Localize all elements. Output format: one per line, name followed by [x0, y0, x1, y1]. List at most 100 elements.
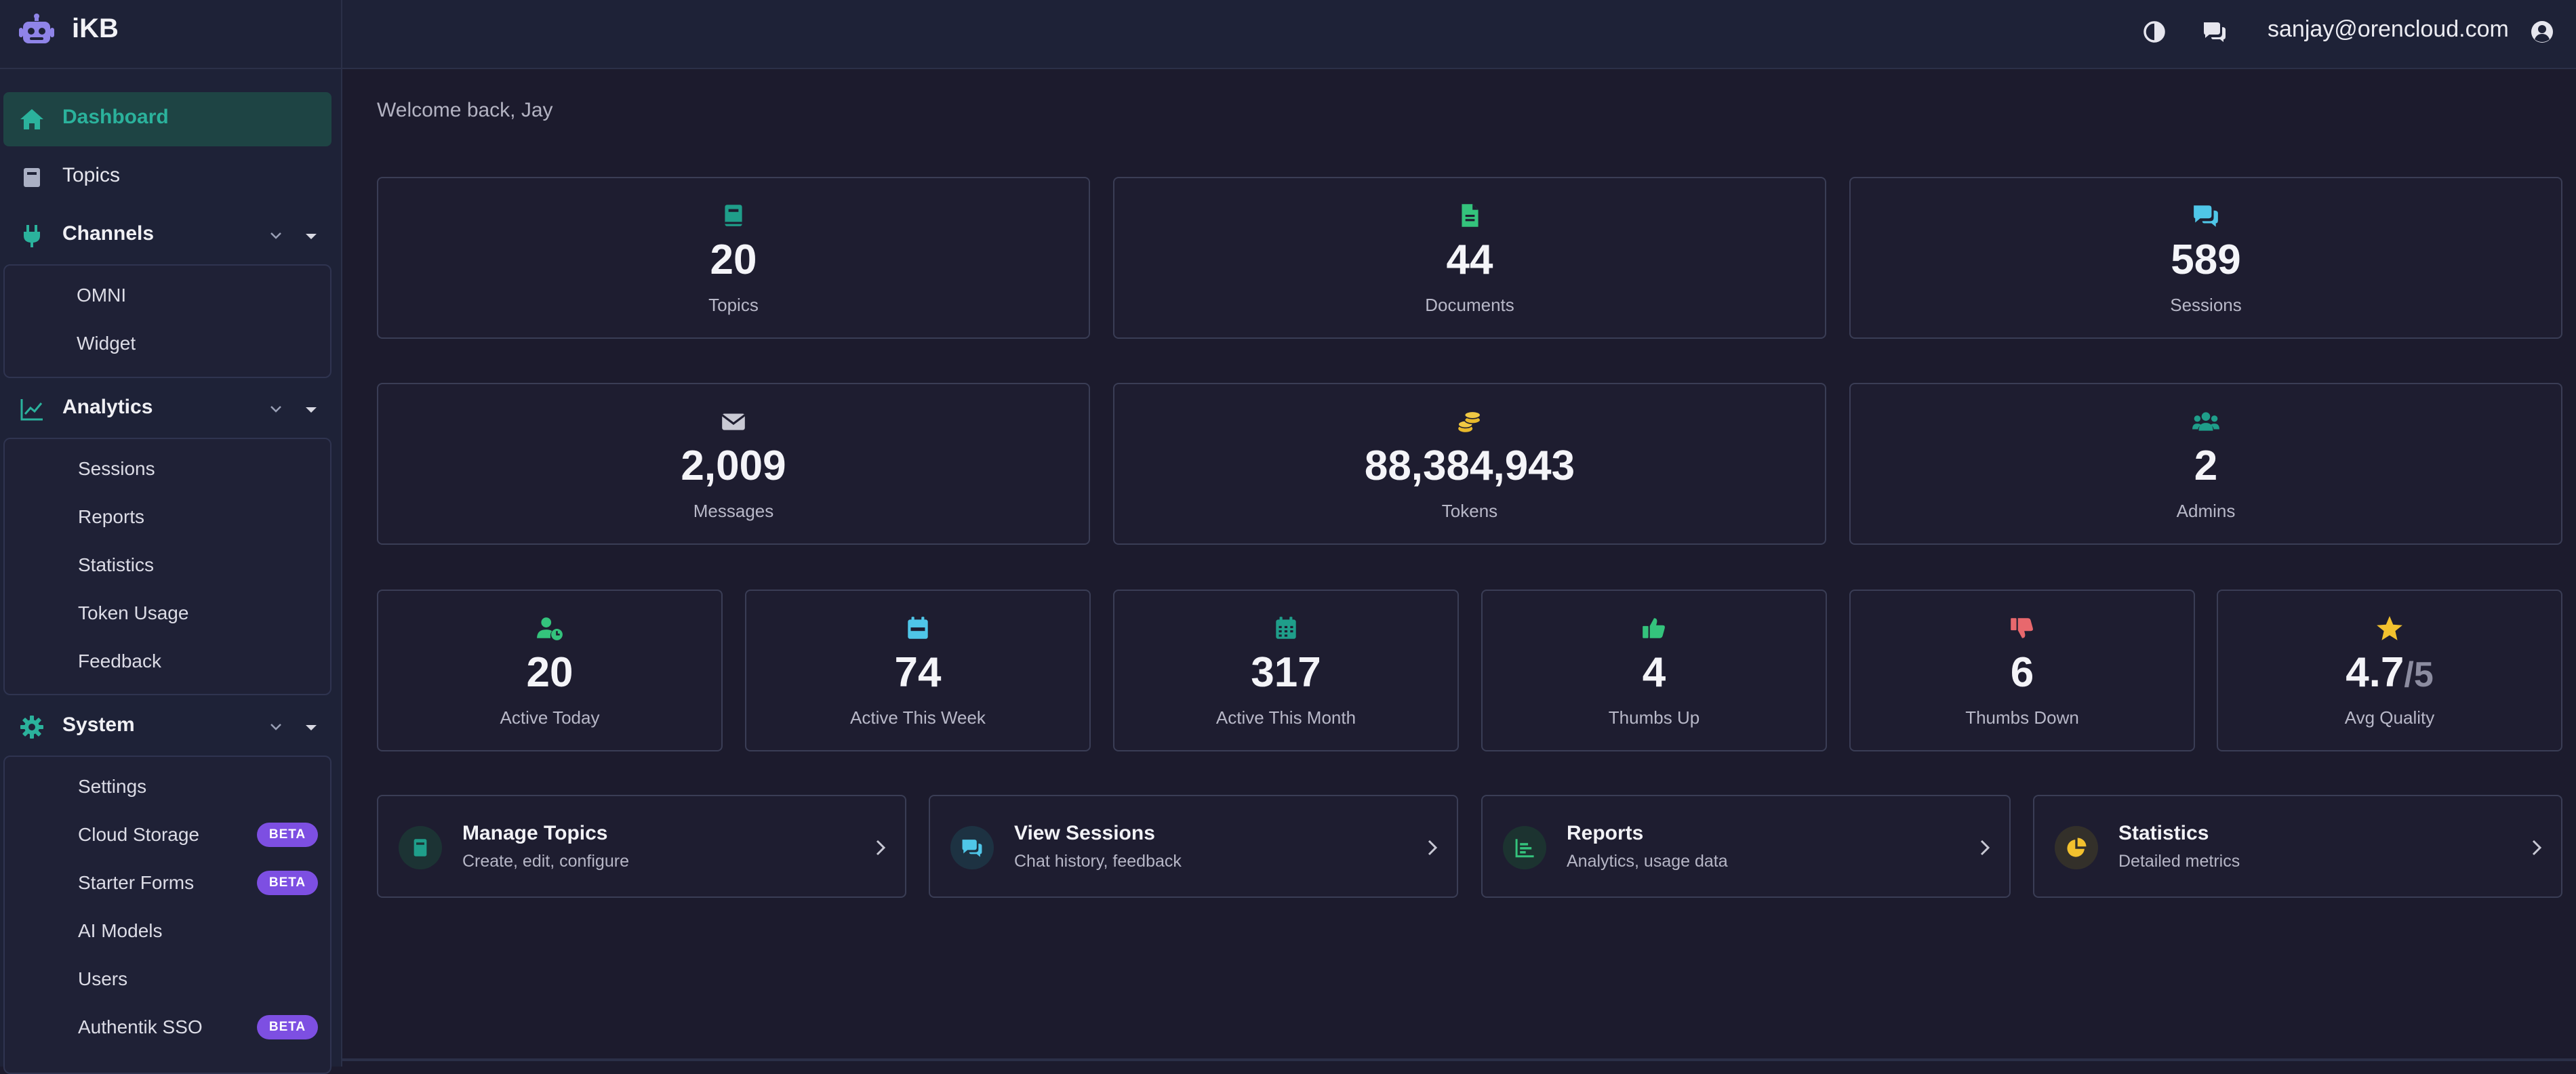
- sidebar-item-feedback[interactable]: Feedback: [5, 641, 330, 682]
- book-icon: [24, 168, 40, 187]
- stat-value: 4: [1642, 649, 1666, 696]
- caret-down-icon[interactable]: [302, 226, 321, 245]
- beta-badge: BETA: [257, 1015, 318, 1039]
- user-clock-icon: [537, 617, 563, 640]
- stat-label: Thumbs Up: [1608, 707, 1700, 728]
- stat-value: 74: [894, 649, 942, 696]
- chat-icon[interactable]: [2201, 18, 2228, 45]
- sidebar-item-dashboard[interactable]: Dashboard: [3, 92, 331, 146]
- quick-link-title: View Sessions: [1014, 822, 1155, 844]
- quick-link-statistics[interactable]: Statistics Detailed metrics: [2033, 795, 2562, 898]
- sidebar-item-label: Token Usage: [78, 602, 189, 623]
- stat-card-sessions: 589 Sessions: [1849, 177, 2562, 339]
- quick-link-reports[interactable]: Reports Analytics, usage data: [1481, 795, 2011, 898]
- sidebar-item-settings[interactable]: Settings: [5, 766, 330, 807]
- stat-card-admins: 2 Admins: [1849, 383, 2562, 545]
- stat-value: 20: [710, 236, 757, 283]
- sidebar-item-label: Widget: [77, 333, 136, 354]
- users-icon: [2192, 412, 2219, 431]
- sidebar-item-label: OMNI: [77, 285, 127, 306]
- sidebar-item-topics[interactable]: Topics: [3, 150, 331, 205]
- plug-icon: [24, 225, 40, 247]
- stat-card-active-month: 317 Active This Month: [1113, 590, 1459, 751]
- stat-label: Active Today: [500, 707, 600, 728]
- sidebar-item-widget[interactable]: Widget: [5, 323, 330, 364]
- sidebar-item-label: Reports: [78, 506, 145, 527]
- channels-submenu: OMNI Widget: [3, 264, 331, 378]
- quick-link-icon: [1503, 826, 1546, 869]
- sidebar-item-label: Starter Forms: [78, 872, 195, 893]
- stat-label: Messages: [693, 501, 774, 521]
- brand-name: iKB: [72, 14, 119, 43]
- chevron-down-icon[interactable]: [266, 400, 285, 419]
- quick-link-icon: [950, 826, 994, 869]
- sidebar-item-statistics[interactable]: Statistics: [5, 545, 330, 585]
- chevron-right-icon: [2532, 840, 2542, 856]
- chevron-right-icon: [1980, 840, 1990, 856]
- sidebar-group-analytics[interactable]: Analytics: [3, 382, 331, 436]
- stat-card-topics: 20 Topics: [377, 177, 1090, 339]
- stat-value: 4.7/5: [2218, 652, 2561, 694]
- sidebar-item-label: Cloud Storage: [78, 824, 200, 845]
- sidebar-item-token-usage[interactable]: Token Usage: [5, 593, 330, 634]
- stat-value: 589: [2171, 236, 2241, 283]
- topbar: sanjay@orencloud.com: [342, 0, 2576, 69]
- sidebar-item-label: Users: [78, 968, 128, 989]
- stat-value: 6: [2010, 649, 2034, 696]
- stat-card-documents: 44 Documents: [1113, 177, 1826, 339]
- sidebar-group-system[interactable]: System: [3, 700, 331, 754]
- stat-value: 20: [526, 649, 573, 696]
- sidebar-group-label: Analytics: [62, 396, 153, 418]
- chevron-right-icon: [1428, 840, 1438, 856]
- stat-card-thumbs-up: 4 Thumbs Up: [1481, 590, 1827, 751]
- sidebar-item-omni[interactable]: OMNI: [5, 275, 330, 316]
- chevron-down-icon[interactable]: [266, 718, 285, 737]
- sidebar-item-starter-forms[interactable]: Starter Forms BETA: [5, 863, 330, 903]
- sidebar-item-reports[interactable]: Reports: [5, 497, 330, 537]
- calendar-icon: [1276, 617, 1296, 639]
- stat-card-tokens: 88,384,943 Tokens: [1113, 383, 1826, 545]
- stat-value: 317: [1251, 649, 1321, 696]
- sidebar-item-users[interactable]: Users: [5, 959, 330, 999]
- sidebar-item-cloud-storage[interactable]: Cloud Storage BETA: [5, 814, 330, 855]
- stat-card-thumbs-down: 6 Thumbs Down: [1849, 590, 2195, 751]
- caret-down-icon[interactable]: [302, 718, 321, 737]
- content-bottom-border: [342, 1058, 2576, 1061]
- sidebar-item-ai-models[interactable]: AI Models: [5, 911, 330, 951]
- quick-link-icon: [2055, 826, 2098, 869]
- chat-icon: [962, 840, 982, 857]
- caret-down-icon[interactable]: [302, 400, 321, 419]
- pie-chart-icon: [2067, 838, 2087, 857]
- chart-icon: [1515, 839, 1534, 858]
- quick-link-subtitle: Detailed metrics: [2118, 852, 2240, 871]
- theme-toggle-icon[interactable]: [2141, 18, 2168, 45]
- sidebar-group-channels[interactable]: Channels: [3, 209, 331, 263]
- stat-label: Tokens: [1441, 501, 1498, 521]
- stat-value: 2,009: [681, 442, 786, 489]
- stat-label: Thumbs Down: [1965, 707, 2079, 728]
- sidebar-item-label: Dashboard: [62, 106, 169, 128]
- quick-link-icon: [399, 826, 442, 869]
- user-email[interactable]: sanjay@orencloud.com: [2268, 16, 2509, 42]
- coins-icon: [1457, 411, 1481, 432]
- stat-card-active-today: 20 Active Today: [377, 590, 723, 751]
- avg-quality-value: 4.7: [2346, 649, 2404, 696]
- analytics-submenu: Sessions Reports Statistics Token Usage …: [3, 438, 331, 695]
- line-chart-icon: [20, 399, 43, 421]
- quick-link-view-sessions[interactable]: View Sessions Chat history, feedback: [929, 795, 1458, 898]
- sidebar-item-authentik-sso[interactable]: Authentik SSO BETA: [5, 1007, 330, 1048]
- sidebar-group-label: Channels: [62, 222, 155, 245]
- sidebar-item-sessions[interactable]: Sessions: [5, 449, 330, 489]
- quick-link-manage-topics[interactable]: Manage Topics Create, edit, configure: [377, 795, 906, 898]
- user-account-icon[interactable]: [2529, 18, 2556, 45]
- stat-label: Documents: [1425, 295, 1514, 315]
- sidebar-item-label: Statistics: [78, 554, 155, 575]
- quick-link-title: Manage Topics: [462, 822, 608, 844]
- sidebar-item-label: AI Models: [78, 920, 163, 941]
- thumbs-up-icon: [1643, 618, 1665, 638]
- stat-card-messages: 2,009 Messages: [377, 383, 1090, 545]
- sidebar-group-label: System: [62, 714, 135, 736]
- sidebar-item-label: Authentik SSO: [78, 1016, 203, 1037]
- quick-link-title: Reports: [1567, 822, 1644, 844]
- chevron-down-icon[interactable]: [266, 226, 285, 245]
